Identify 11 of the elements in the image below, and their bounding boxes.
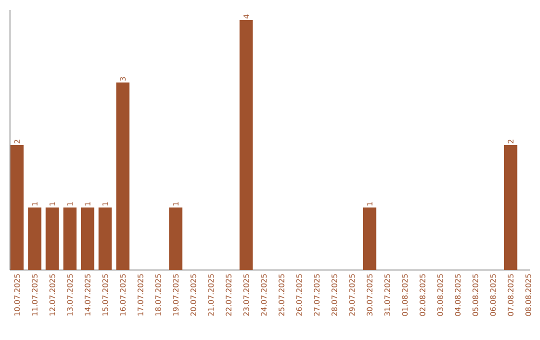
bar: [240, 20, 253, 270]
bar: [116, 82, 130, 270]
bar: [80, 208, 94, 270]
bar: [98, 208, 112, 270]
bar: [63, 208, 77, 270]
bar: [504, 144, 518, 270]
bar: [10, 144, 24, 270]
bar: [169, 208, 182, 270]
bar: [28, 208, 42, 270]
bar: [46, 208, 59, 270]
bar: [362, 208, 376, 270]
